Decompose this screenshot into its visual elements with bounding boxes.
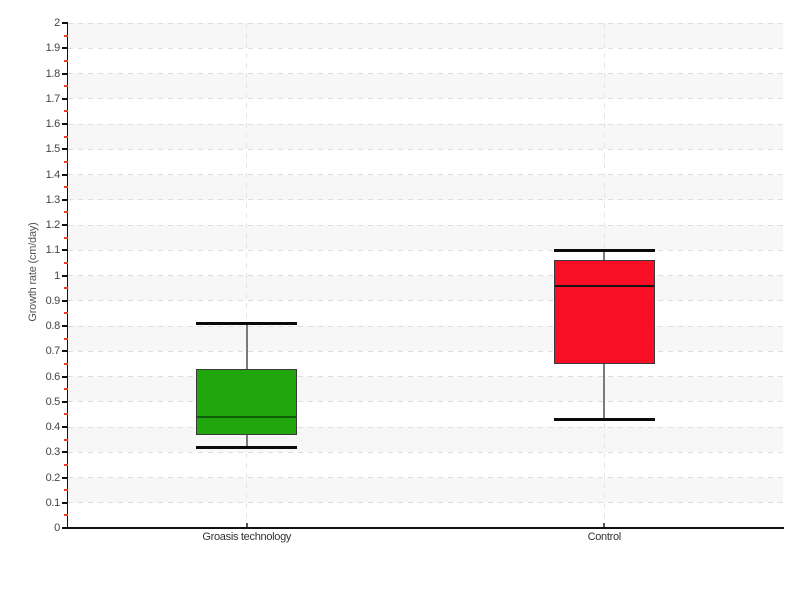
y-grid-line <box>68 401 783 403</box>
y-tick-label: 1.4 <box>45 168 61 181</box>
y-minor-tick <box>64 287 68 290</box>
y-grid-line <box>68 350 783 352</box>
median-line-control <box>554 285 654 288</box>
y-grid-line <box>68 98 783 100</box>
y-minor-tick <box>64 514 68 517</box>
y-grid-line <box>68 174 783 175</box>
y-tick-label: 0.5 <box>45 395 61 408</box>
y-major-tick <box>62 224 68 226</box>
y-major-tick <box>62 501 68 504</box>
y-tick-label: 0.2 <box>45 471 61 484</box>
y-major-tick <box>62 299 68 302</box>
y-tick-label: 1 <box>54 269 60 282</box>
y-minor-tick <box>64 312 68 315</box>
y-major-tick <box>62 451 68 454</box>
x-category-label: Groasis technology <box>202 531 292 543</box>
y-tick-label: 1.9 <box>45 42 61 55</box>
box-groasis-technology <box>196 368 298 435</box>
y-major-tick <box>62 123 68 125</box>
y-major-tick <box>62 148 68 151</box>
y-grid-line <box>68 426 783 428</box>
y-major-tick <box>62 97 68 100</box>
y-major-tick <box>62 375 68 378</box>
y-minor-tick <box>64 211 68 214</box>
y-grid-line <box>68 300 783 302</box>
y-grid-line <box>68 275 783 276</box>
y-minor-tick <box>64 489 68 492</box>
y-major-tick <box>62 527 68 529</box>
y-tick-label: 0.4 <box>45 421 61 433</box>
y-tick-label: 0.7 <box>45 345 61 358</box>
y-minor-tick <box>64 261 68 264</box>
x-tick <box>603 523 606 528</box>
y-grid-line <box>68 224 783 226</box>
x-axis-line <box>66 527 784 529</box>
y-minor-tick <box>64 388 68 391</box>
median-line-groasis-technology <box>197 416 297 419</box>
y-minor-tick <box>64 362 68 365</box>
y-grid-line <box>68 477 783 478</box>
y-minor-tick <box>64 110 68 113</box>
whisker-cap-max-control <box>553 248 655 252</box>
y-minor-tick <box>64 160 68 163</box>
y-tick-label: 1.8 <box>45 67 61 80</box>
y-tick-label: 0.1 <box>45 496 61 509</box>
y-tick-label: 1.1 <box>45 244 61 257</box>
y-grid-line <box>68 123 783 125</box>
y-major-tick <box>62 476 68 479</box>
y-grid-line <box>68 451 783 453</box>
y-major-tick <box>62 350 68 353</box>
y-major-tick <box>62 72 68 75</box>
y-tick-label: 0.3 <box>45 446 61 459</box>
whisker-cap-min-groasis-technology <box>196 445 298 449</box>
y-major-tick <box>62 198 68 201</box>
y-major-tick <box>62 426 68 428</box>
y-minor-tick <box>64 236 68 239</box>
box-control <box>553 260 655 364</box>
y-tick-label: 1.5 <box>45 143 61 156</box>
whisker-cap-max-groasis-technology <box>196 321 298 325</box>
y-tick-label: 1.3 <box>45 193 61 206</box>
y-minor-tick <box>64 85 68 88</box>
y-minor-tick <box>64 438 68 441</box>
y-tick-label: 1.2 <box>45 219 61 231</box>
y-major-tick <box>62 325 68 327</box>
y-minor-tick <box>64 59 68 62</box>
y-minor-tick <box>64 135 68 138</box>
y-minor-tick <box>64 186 68 189</box>
y-major-tick <box>62 249 68 252</box>
y-grid-line <box>68 376 783 377</box>
y-grid-line <box>68 199 783 201</box>
y-major-tick <box>62 173 68 176</box>
y-tick-label: 1.7 <box>45 92 61 105</box>
y-major-tick <box>62 47 68 50</box>
y-grid-line <box>68 22 783 24</box>
x-category-label: Control <box>587 531 622 543</box>
y-minor-tick <box>64 413 68 416</box>
y-grid-line <box>68 502 783 504</box>
y-minor-tick <box>64 337 68 340</box>
y-grid-line <box>68 73 783 74</box>
y-major-tick <box>62 22 68 24</box>
y-grid-line <box>68 325 783 327</box>
y-tick-label: 0 <box>54 522 60 534</box>
y-tick-label: 0.9 <box>45 294 61 307</box>
x-tick <box>245 523 248 528</box>
y-minor-tick <box>64 34 68 37</box>
y-tick-label: 2 <box>54 17 60 29</box>
y-grid-line <box>68 249 783 251</box>
y-tick-label: 1.6 <box>45 118 61 130</box>
x-grid-line <box>246 23 248 528</box>
whisker-cap-min-control <box>553 417 655 421</box>
y-tick-label: 0.8 <box>45 320 61 332</box>
y-major-tick <box>62 400 68 403</box>
y-tick-label: 0.6 <box>45 370 61 383</box>
y-minor-tick <box>64 463 68 466</box>
y-grid-line <box>68 148 783 150</box>
y-major-tick <box>62 274 68 277</box>
y-grid-line <box>68 47 783 49</box>
plot-area <box>68 22 783 528</box>
